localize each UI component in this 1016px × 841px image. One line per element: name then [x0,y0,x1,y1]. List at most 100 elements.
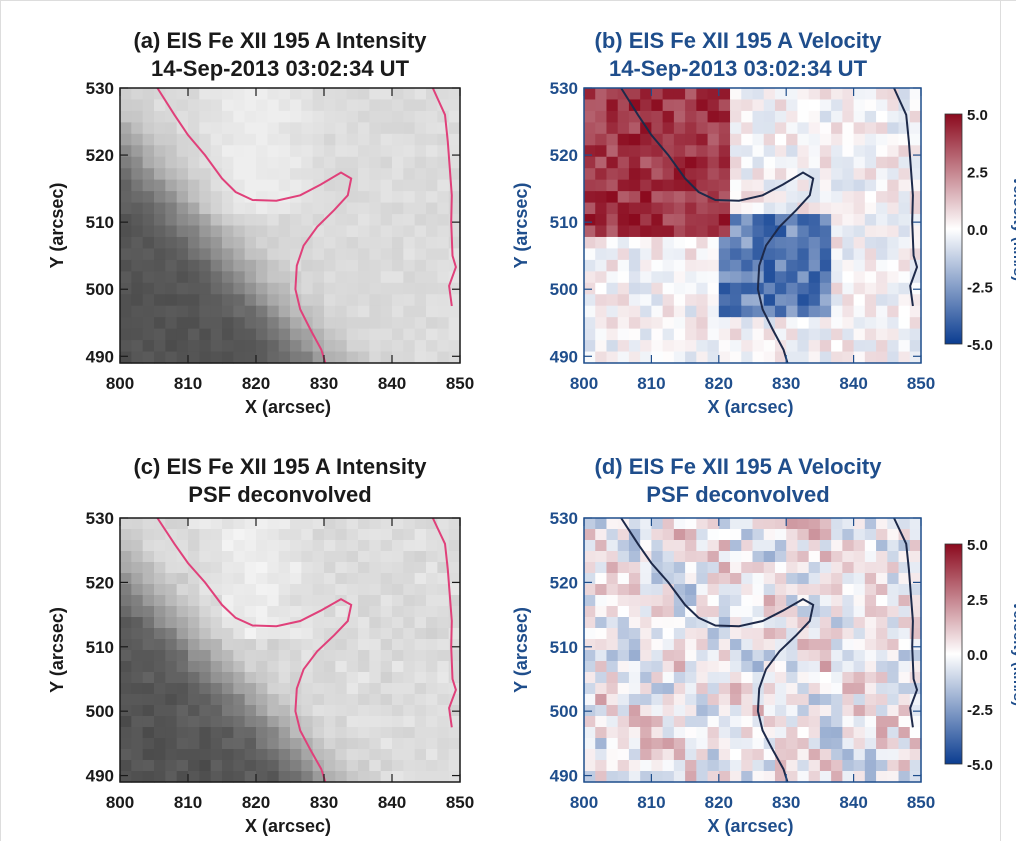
heatmap-cell [267,694,280,706]
heatmap-cell [741,518,754,530]
heatmap-cell [819,771,832,783]
heatmap-cell [741,248,754,261]
heatmap-cell [301,191,314,204]
heatmap-cell [448,305,461,318]
heatmap-cell [312,351,325,364]
heatmap-cell [864,650,877,662]
heatmap-cell [346,305,359,318]
heatmap-cell [199,694,212,706]
heatmap-cell [335,650,348,662]
heatmap-cell [685,191,697,204]
heatmap-cell [797,305,810,318]
heatmap-cell [909,236,922,250]
heatmap-cell [346,317,359,330]
heatmap-cell [154,122,166,135]
heatmap-cell [887,573,900,585]
heatmap-cell [131,191,144,204]
x-tick-label: 830 [310,793,338,812]
heatmap-cell [876,110,888,123]
heatmap-cell [414,191,427,204]
heatmap-cell [584,191,596,204]
heatmap-cell [448,110,461,123]
heatmap-cell [763,540,776,552]
heatmap-cell [142,551,155,563]
heatmap-cell [131,259,144,272]
heatmap-cell [154,191,166,204]
heatmap-cell [617,328,630,341]
heatmap-cell [842,606,855,618]
panel-d-heatmap [584,518,922,783]
heatmap-cell [369,771,382,783]
heatmap-cell [808,156,821,169]
heatmap-cell [842,351,855,364]
heatmap-cell [267,606,280,618]
heatmap-cell [831,133,843,146]
heatmap-cell [864,639,877,651]
heatmap-cell [414,236,427,250]
heatmap-cell [707,628,720,640]
heatmap-cell [131,225,144,238]
heatmap-cell [640,617,652,629]
heatmap-cell [640,294,652,307]
heatmap-cell [335,122,348,135]
heatmap-cell [786,122,799,135]
heatmap-cell [696,573,709,585]
heatmap-cell [120,540,132,552]
heatmap-cell [898,573,911,585]
heatmap-cell [448,328,461,341]
heatmap-cell [290,236,302,250]
heatmap-cell [301,225,314,238]
heatmap-cell [628,282,641,295]
heatmap-cell [222,156,234,169]
heatmap-cell [819,202,832,215]
heatmap-cell [617,606,630,618]
heatmap-cell [595,738,608,750]
heatmap-cell [831,672,843,684]
heatmap-cell [380,305,393,318]
heatmap-cell [763,294,776,307]
heatmap-cell [324,110,336,123]
heatmap-cell [651,225,664,238]
heatmap-cell [426,672,438,684]
heatmap-cell [346,259,359,272]
heatmap-cell [120,584,132,596]
heatmap-cell [584,540,596,552]
heatmap-cell [188,628,200,640]
heatmap-cell [831,705,843,717]
heatmap-cell [831,617,843,629]
heatmap-cell [437,672,450,684]
heatmap-cell [763,179,776,192]
heatmap-cell [301,562,314,574]
heatmap-cell [267,340,280,353]
heatmap-cell [864,606,877,618]
heatmap-cell [876,236,888,250]
heatmap-cell [763,705,776,717]
heatmap-cell [718,562,731,574]
heatmap-cell [244,716,257,728]
heatmap-cell [380,540,393,552]
heatmap-cell [267,305,280,318]
heatmap-cell [358,317,370,330]
heatmap-cell [120,760,132,772]
heatmap-cell [842,628,855,640]
x-tick-label: 830 [772,793,800,812]
heatmap-cell [685,110,697,123]
x-tick-label: 820 [242,374,270,393]
heatmap-cell [199,214,212,227]
heatmap-cell [448,179,461,192]
heatmap-cell [278,518,291,530]
heatmap-cell [819,595,832,607]
heatmap-cell [403,305,416,318]
heatmap-cell [797,606,810,618]
colorbar-tick-label: 0.0 [967,647,988,664]
heatmap-cell [324,584,336,596]
heatmap-cell [898,225,911,238]
heatmap-cell [887,683,900,695]
heatmap-cell [154,248,166,261]
heatmap-cell [617,650,630,662]
heatmap-cell [730,328,742,341]
heatmap-cell [233,650,246,662]
heatmap-cell [595,661,608,673]
heatmap-cell [199,683,212,695]
heatmap-cell [763,771,776,783]
